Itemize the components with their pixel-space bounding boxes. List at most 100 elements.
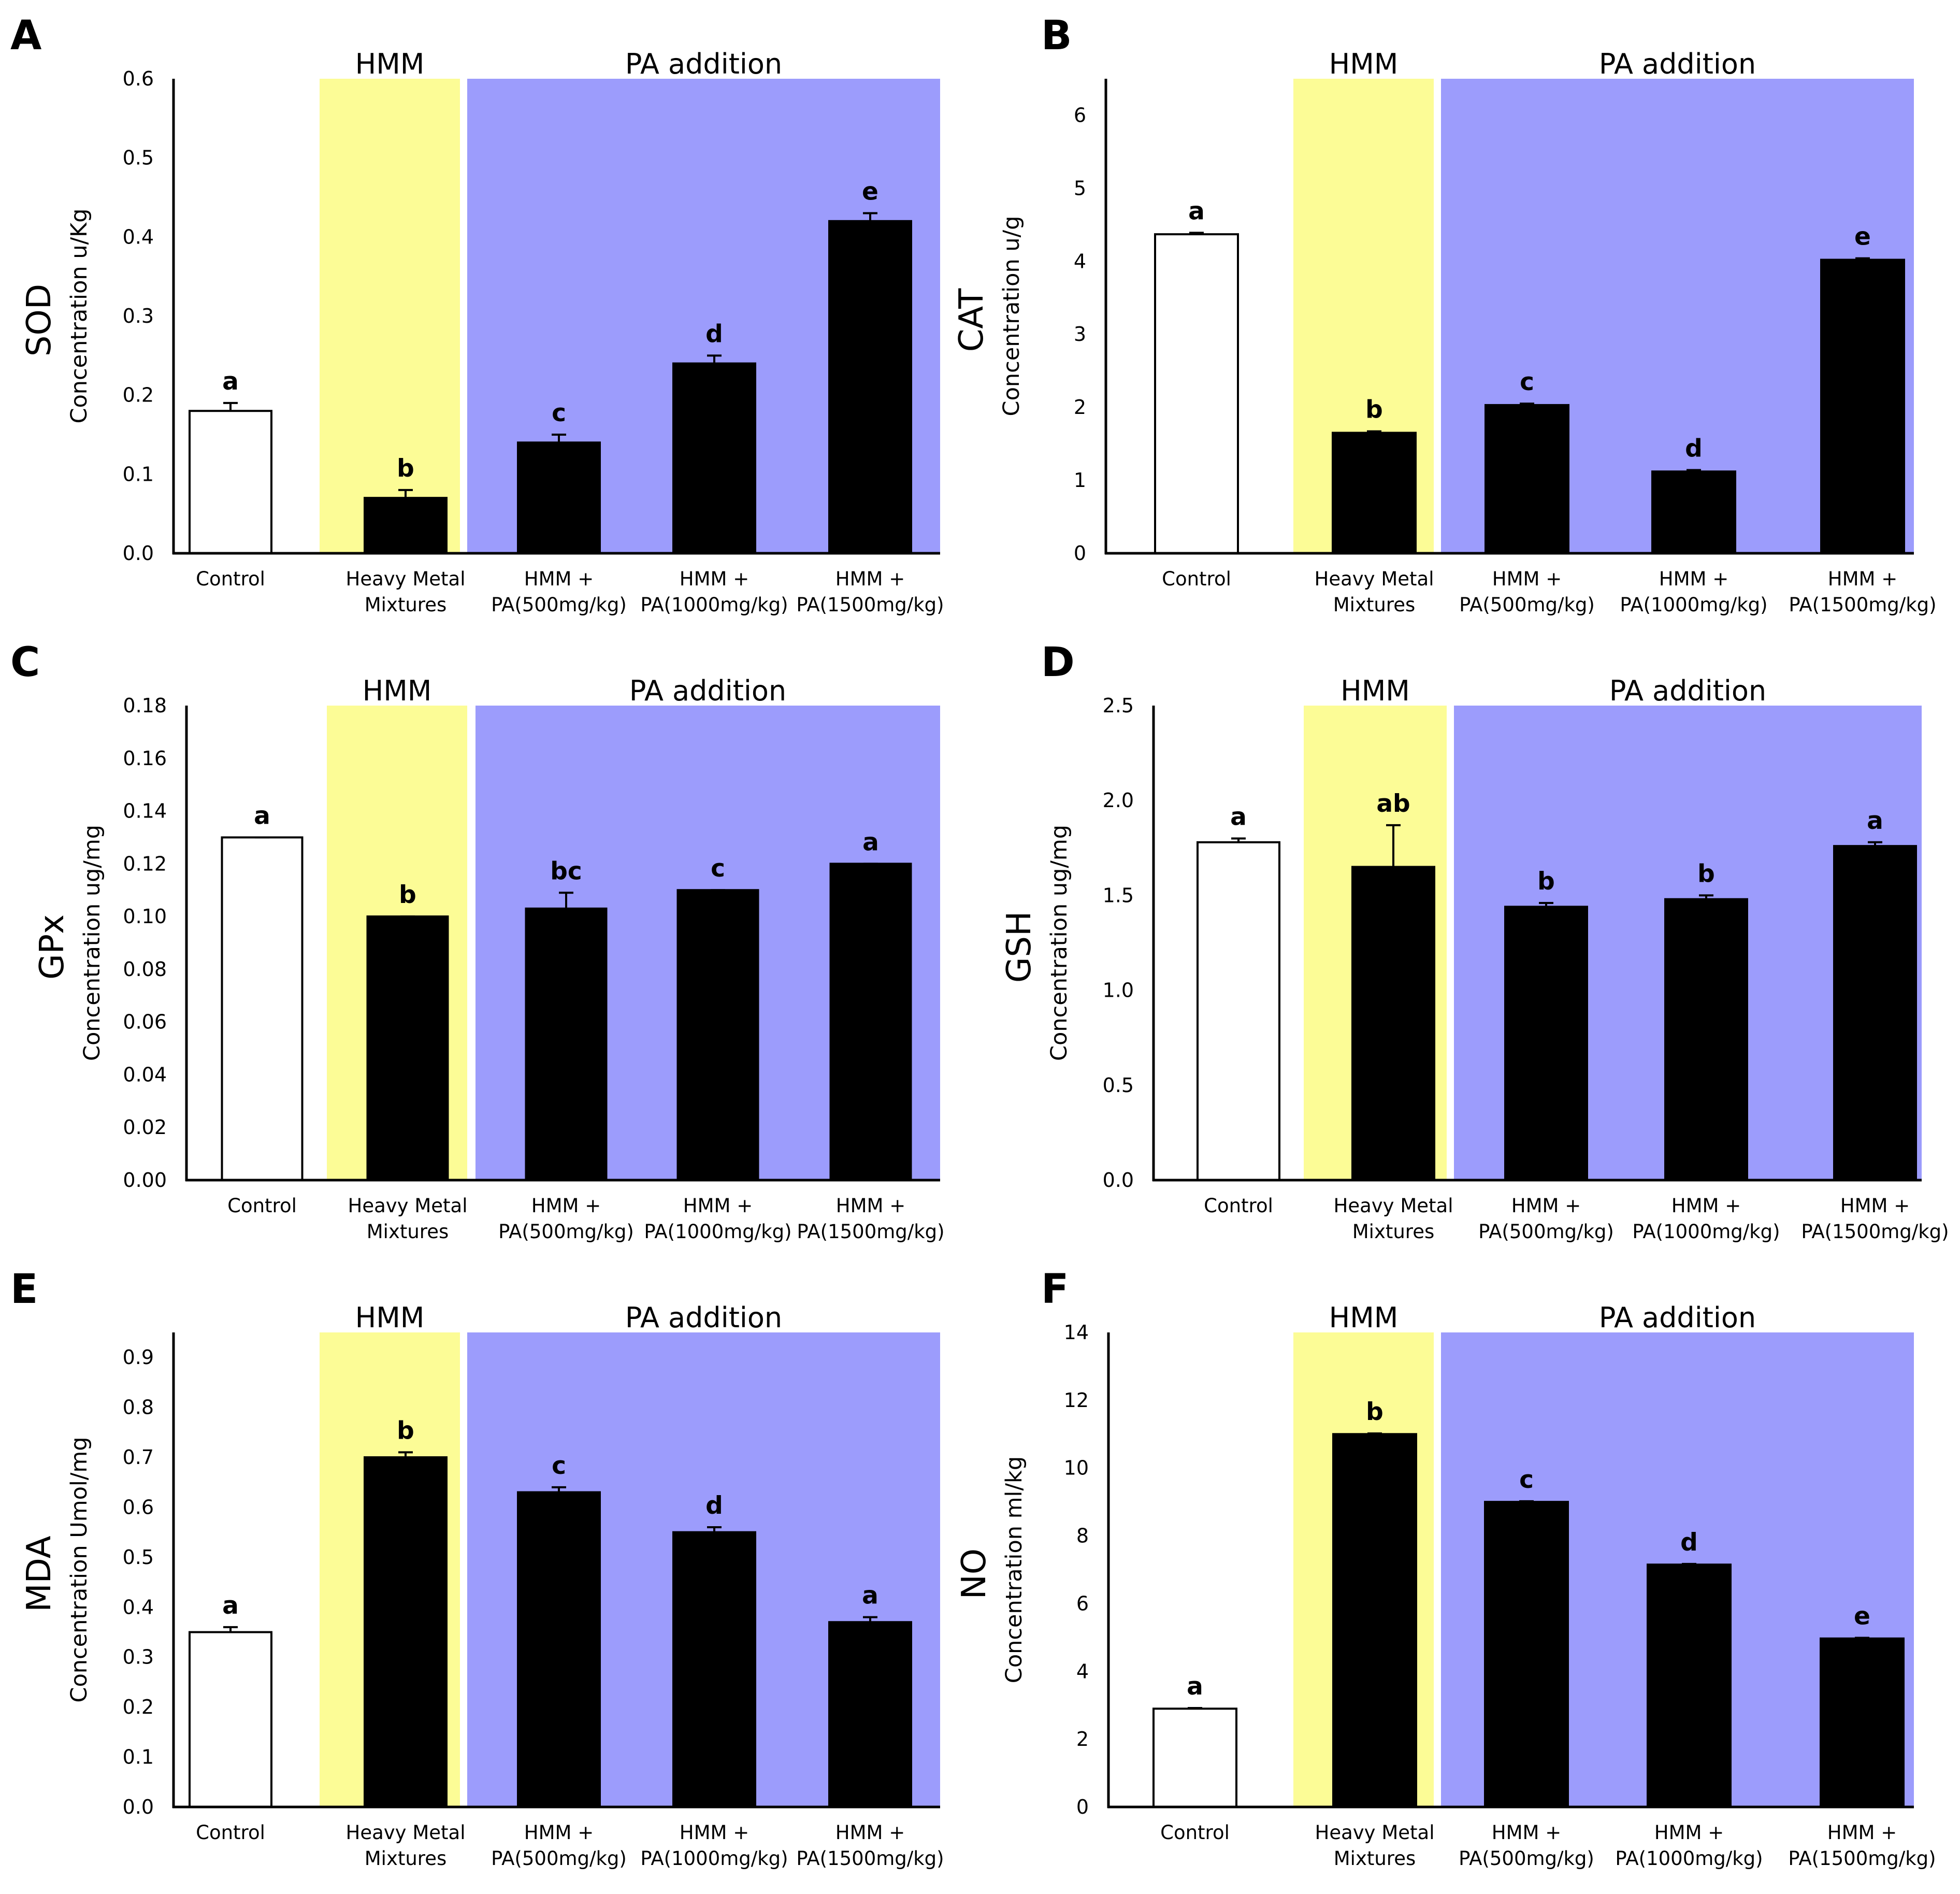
bar	[1820, 259, 1905, 554]
panel-a: HMM PA addition Aa b c d e 0.0 0.1 0.2 0.3 0.4 0.5 0.…	[10, 12, 944, 616]
x-category-label: PA(500mg/kg)	[491, 1847, 627, 1870]
hmm-region-label: HMM	[355, 48, 425, 80]
hmm-region-band	[320, 79, 460, 552]
x-category-label: Mixtures	[1352, 1221, 1435, 1243]
bar	[1647, 1563, 1732, 1809]
x-category-label: HMM +	[1840, 1195, 1910, 1217]
hmm-region-label: HMM	[355, 1301, 425, 1334]
significance-label: b	[397, 454, 414, 483]
significance-label: b	[399, 881, 416, 909]
x-category-label: Mixtures	[365, 1847, 447, 1870]
y-tick-label: 0.5	[123, 1546, 154, 1569]
y-axis-label: Concentration Umol/mg	[66, 1437, 92, 1702]
bar	[1154, 233, 1239, 555]
x-category-label: PA(500mg/kg)	[498, 1221, 634, 1243]
panel-letter: D	[1041, 639, 1075, 686]
x-category-label: HMM +	[680, 1821, 749, 1844]
y-tick-label: 0.08	[123, 958, 167, 981]
y-tick-label: 0.3	[123, 305, 154, 327]
parameter-label: NO	[955, 1548, 993, 1599]
panel-letter: B	[1041, 12, 1072, 59]
significance-label: a	[222, 1591, 239, 1620]
y-tick-label: 0.4	[123, 1596, 154, 1618]
significance-label: a	[254, 801, 270, 830]
bar	[525, 907, 608, 1181]
pa-addition-region-label: PA addition	[629, 675, 786, 707]
x-category-label: HMM +	[680, 568, 749, 590]
significance-label: ab	[1376, 790, 1410, 818]
bar	[1485, 404, 1569, 554]
significance-label: a	[1230, 802, 1247, 831]
y-tick-label: 0.2	[123, 384, 154, 407]
y-tick-label: 0.3	[123, 1646, 154, 1669]
hmm-region-label: HMM	[363, 675, 432, 707]
y-tick-label: 0.0	[123, 542, 154, 565]
x-category-label: HMM +	[524, 1821, 594, 1844]
y-tick-label: 10	[1064, 1457, 1089, 1480]
y-tick-label: 0.00	[123, 1169, 167, 1192]
y-tick-label: 14	[1064, 1321, 1089, 1344]
y-tick-label: 0.12	[123, 852, 167, 875]
bar	[672, 1531, 756, 1808]
bar	[1651, 470, 1736, 554]
x-category-label: PA(1500mg/kg)	[796, 1847, 944, 1870]
bar	[1197, 841, 1280, 1182]
bar	[366, 915, 449, 1181]
x-category-label: PA(1500mg/kg)	[1788, 1847, 1936, 1870]
significance-label: b	[1366, 1398, 1383, 1426]
panel-letter: C	[10, 639, 40, 686]
y-tick-label: 6	[1074, 104, 1086, 126]
x-category-label: HMM +	[524, 568, 594, 590]
y-tick-label: 3	[1074, 323, 1086, 346]
y-tick-label: 5	[1074, 177, 1086, 199]
x-category-label: Heavy Metal	[348, 1195, 468, 1217]
parameter-label: SOD	[20, 284, 59, 356]
x-category-label: Heavy Metal	[1315, 568, 1434, 590]
y-axis-label: Concentration u/g	[999, 216, 1025, 417]
y-tick-label: 0.5	[1103, 1074, 1134, 1097]
significance-label: c	[552, 399, 566, 427]
bar	[364, 1456, 448, 1809]
y-tick-label: 0.7	[123, 1446, 154, 1469]
significance-label: d	[1685, 434, 1703, 463]
bar	[672, 362, 756, 554]
x-category-label: PA(500mg/kg)	[1459, 594, 1595, 616]
x-category-label: Control	[227, 1195, 297, 1217]
bar	[221, 836, 304, 1181]
x-category-label: HMM +	[683, 1195, 753, 1217]
parameter-label: GSH	[1000, 911, 1039, 983]
x-category-label: Control	[1160, 1821, 1230, 1844]
x-category-label: PA(1000mg/kg)	[1615, 1847, 1763, 1870]
panel-letter: E	[10, 1266, 38, 1313]
bar	[517, 1491, 601, 1808]
x-category-label: Heavy Metal	[346, 1821, 466, 1844]
significance-label: a	[222, 367, 239, 396]
x-category-label: PA(1000mg/kg)	[1632, 1221, 1780, 1243]
parameter-label: CAT	[953, 288, 991, 352]
significance-label: e	[1854, 223, 1871, 251]
significance-label: a	[862, 1582, 878, 1610]
x-category-label: HMM +	[1659, 568, 1728, 590]
y-axis-label: Concentration ml/kg	[1001, 1456, 1027, 1683]
y-tick-label: 0.5	[123, 147, 154, 169]
bar	[1664, 898, 1748, 1181]
y-tick-label: 1.5	[1103, 884, 1134, 907]
y-tick-label: 0.02	[123, 1116, 167, 1139]
x-category-label: HMM +	[835, 1821, 905, 1844]
y-tick-label: 0.1	[123, 1746, 154, 1769]
y-tick-label: 0.10	[123, 905, 167, 928]
x-category-label: HMM +	[1828, 568, 1897, 590]
y-tick-label: 1	[1074, 469, 1086, 492]
x-category-label: Control	[1204, 1195, 1273, 1217]
x-category-label: Control	[1162, 568, 1231, 590]
y-tick-label: 2	[1076, 1728, 1089, 1750]
panel-f: HMM PA addition Fa b c d e 0 2 4 6 8 10 12 14 Control He…	[955, 1266, 1936, 1870]
y-tick-label: 6	[1076, 1592, 1089, 1615]
bar	[829, 863, 912, 1182]
y-tick-label: 8	[1076, 1525, 1089, 1547]
y-tick-label: 0.1	[123, 463, 154, 485]
significance-label: b	[397, 1416, 414, 1445]
bar	[189, 1631, 272, 1808]
x-category-label: Mixtures	[1334, 1847, 1416, 1870]
x-category-label: PA(1500mg/kg)	[796, 594, 944, 616]
